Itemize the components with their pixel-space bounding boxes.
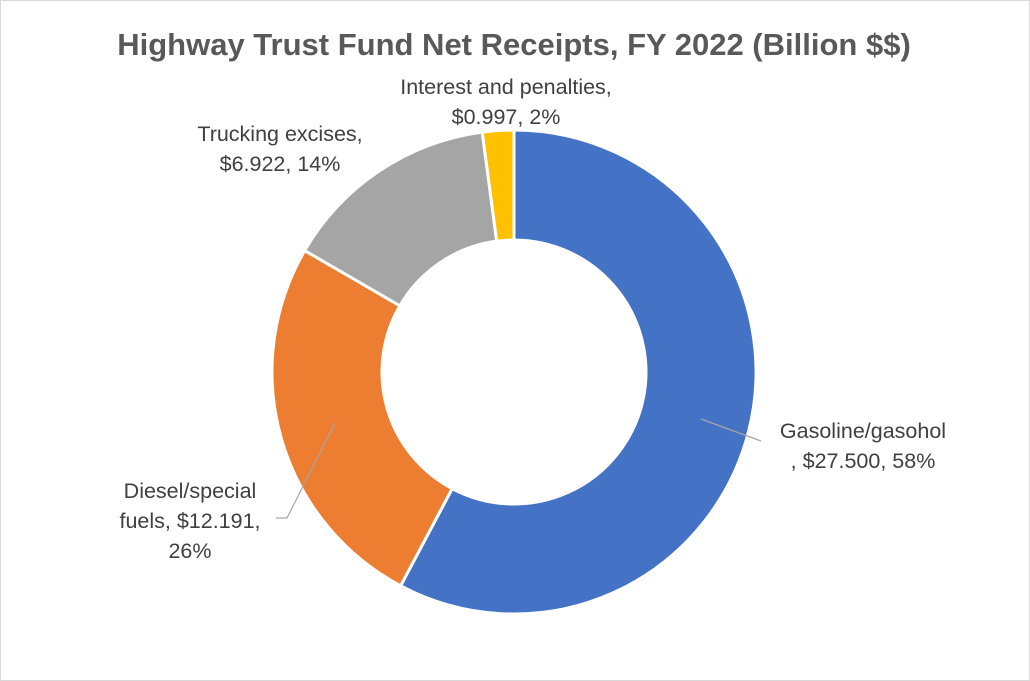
leader-lines-group bbox=[276, 418, 762, 519]
slice-gasoline-gasohol bbox=[398, 128, 758, 616]
data-label-diesel-special-fuels: Diesel/special fuels, $12.191, 26% bbox=[119, 479, 260, 563]
leader-line bbox=[700, 418, 762, 442]
slices-group bbox=[270, 128, 758, 616]
slice-interest-and-penalties bbox=[480, 128, 516, 243]
data-label-line: Diesel/special bbox=[124, 479, 257, 503]
data-label-gasoline-gasohol: Gasoline/gasohol , $27.500, 58% bbox=[780, 419, 946, 473]
data-labels-group: Gasoline/gasohol , $27.500, 58% Diesel/spe… bbox=[119, 75, 946, 563]
data-label-line: Gasoline/gasohol bbox=[780, 419, 946, 443]
data-label-trucking-excises: Trucking excises, $6.922, 14% bbox=[197, 122, 362, 176]
data-label-line: $0.997, 2% bbox=[452, 105, 561, 129]
slice-diesel-special-fuels bbox=[270, 248, 455, 588]
data-label-line: $6.922, 14% bbox=[220, 152, 341, 176]
data-label-line: fuels, $12.191, bbox=[119, 509, 260, 533]
chart-title: Highway Trust Fund Net Receipts, FY 2022… bbox=[117, 27, 911, 62]
data-label-line: Trucking excises, bbox=[197, 122, 362, 146]
data-label-line: , $27.500, 58% bbox=[791, 449, 936, 473]
slice-trucking-excises bbox=[302, 130, 499, 308]
data-label-line: 26% bbox=[168, 539, 211, 563]
data-label-interest-and-penalties: Interest and penalties, $0.997, 2% bbox=[400, 75, 612, 129]
leader-line bbox=[276, 422, 336, 519]
data-label-line: Interest and penalties, bbox=[400, 75, 612, 99]
